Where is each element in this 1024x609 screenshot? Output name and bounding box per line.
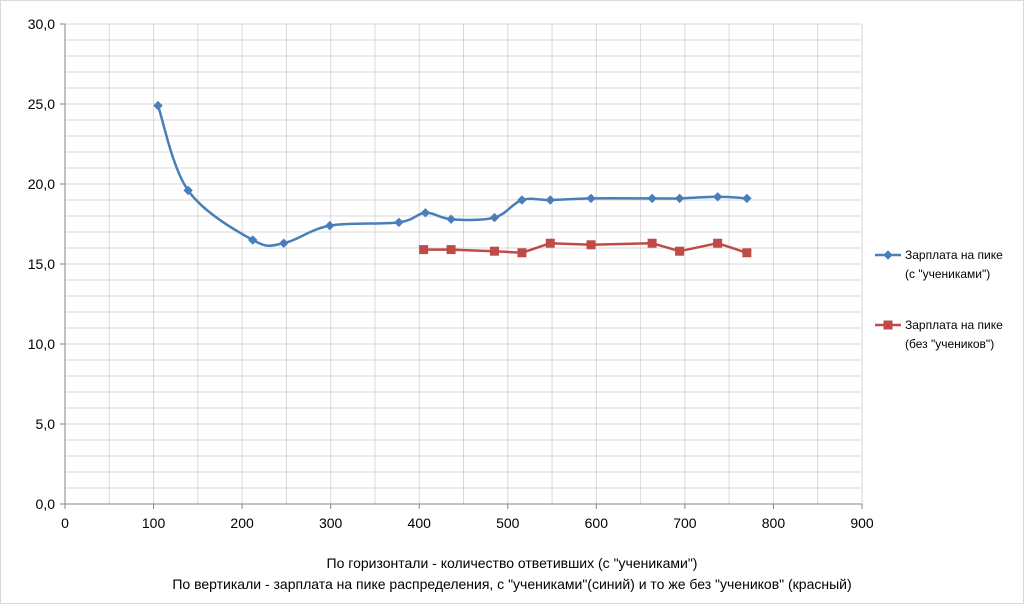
data-point	[279, 238, 289, 248]
y-tick-label: 5,0	[36, 416, 56, 432]
y-tick-label: 0,0	[36, 496, 56, 512]
legend-label-line2: (с "учениками")	[905, 267, 990, 281]
data-point	[675, 246, 685, 256]
data-point	[153, 100, 163, 111]
series-line	[423, 241, 748, 255]
data-point	[713, 238, 723, 248]
data-point	[517, 248, 527, 258]
data-point	[420, 208, 431, 218]
series-2	[419, 238, 752, 258]
data-point	[517, 195, 527, 205]
data-point	[742, 248, 752, 258]
legend-item-2: Зарплата на пике (без "учеников")	[875, 318, 1003, 351]
data-point	[647, 238, 657, 248]
x-tick-label: 400	[408, 515, 432, 531]
data-point	[446, 214, 456, 224]
data-point	[883, 250, 893, 260]
data-point	[742, 193, 752, 204]
series-layer	[153, 100, 752, 258]
y-tick-label: 20,0	[28, 176, 55, 192]
data-point	[545, 238, 555, 248]
x-tick-label: 200	[230, 515, 254, 531]
y-tick-label: 30,0	[28, 16, 55, 32]
y-tick-label: 15,0	[28, 256, 55, 272]
y-axis-label: По вертикали - зарплата на пике распреде…	[172, 576, 851, 592]
data-point	[325, 220, 335, 231]
x-tick-label: 900	[850, 515, 874, 531]
data-point	[545, 195, 555, 205]
x-tick-label: 0	[61, 515, 69, 531]
data-point	[489, 212, 500, 223]
data-point	[183, 185, 193, 196]
data-point	[586, 193, 596, 204]
data-point	[883, 320, 893, 330]
x-tick-label: 600	[585, 515, 609, 531]
legend: Зарплата на пике(с "учениками")Зарплата …	[875, 248, 1003, 351]
data-point	[586, 240, 596, 250]
data-point	[674, 193, 685, 204]
x-tick-label: 700	[673, 515, 697, 531]
x-axis-label: По горизонтали - количество ответивших (…	[327, 555, 698, 571]
series-1	[153, 100, 752, 248]
legend-label-line1: Зарплата на пике	[905, 248, 1003, 262]
x-tick-label: 100	[142, 515, 166, 531]
data-point	[712, 192, 723, 202]
x-tick-label: 500	[496, 515, 520, 531]
series-line	[156, 105, 747, 248]
data-point	[647, 193, 657, 204]
data-point	[489, 246, 499, 256]
legend-label-line2: (без "учеников")	[905, 337, 994, 351]
x-tick-label: 300	[319, 515, 343, 531]
data-point	[419, 245, 429, 255]
axes: 0,0 5,0 10,0 15,0 20,0 25,0 30,0 0 100 200 300 400 5…	[28, 16, 874, 531]
y-tick-label: 25,0	[28, 96, 55, 112]
y-tick-label: 10,0	[28, 336, 55, 352]
x-tick-label: 800	[762, 515, 786, 531]
legend-item-1: Зарплата на пике (с "учениками")	[875, 248, 1003, 281]
data-point	[446, 245, 456, 255]
legend-label-line1: Зарплата на пике	[905, 318, 1003, 332]
data-point	[394, 217, 404, 228]
data-point	[248, 235, 258, 245]
